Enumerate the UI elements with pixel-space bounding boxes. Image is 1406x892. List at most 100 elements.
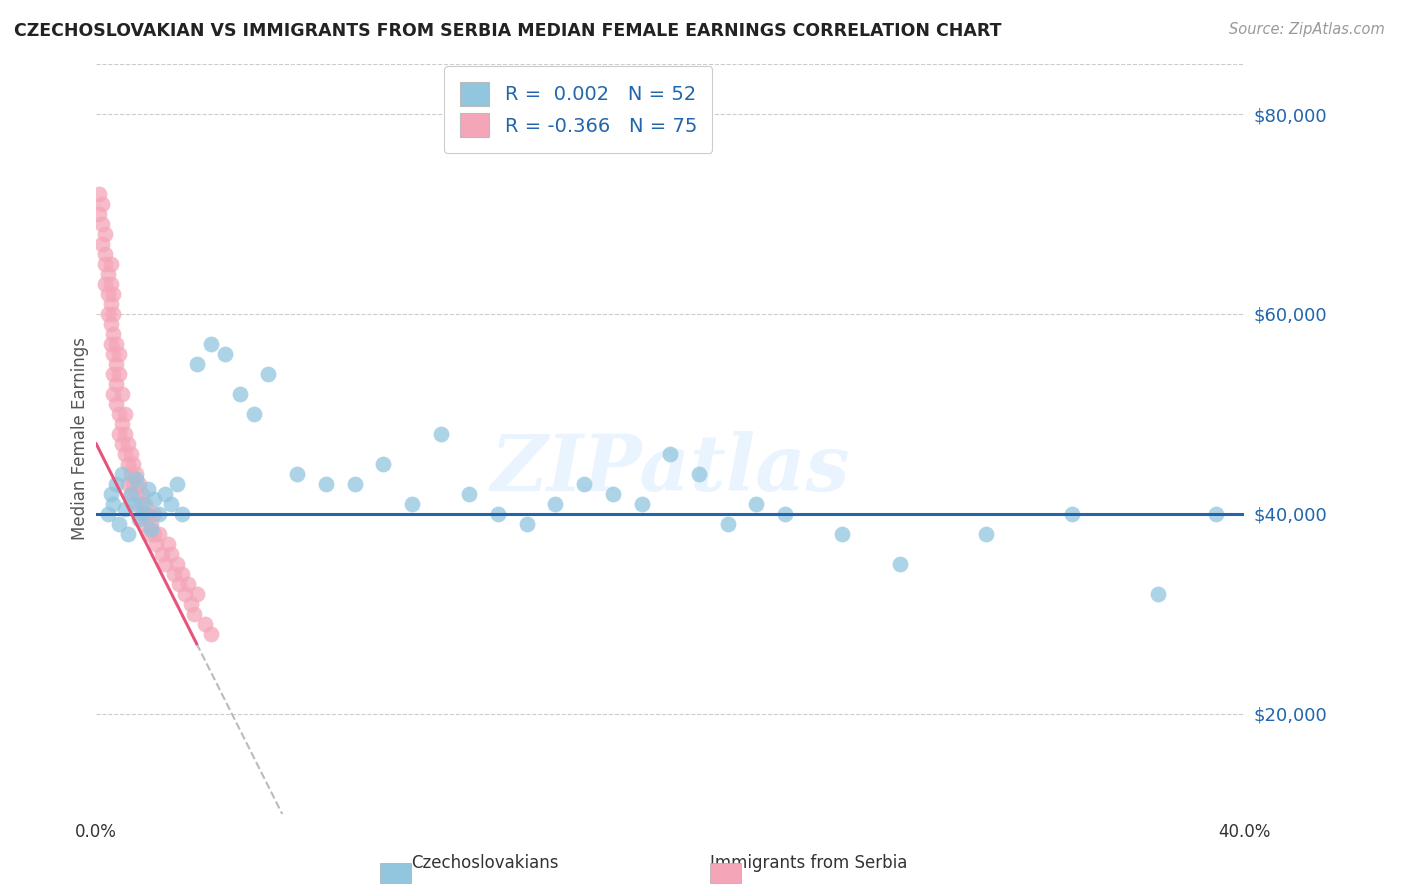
Point — [111, 417, 134, 431]
Point — [128, 512, 150, 526]
Point — [94, 227, 117, 241]
Point — [183, 607, 205, 621]
Point — [200, 626, 222, 640]
Point — [214, 347, 236, 361]
Point — [105, 397, 128, 411]
Point — [125, 487, 148, 501]
Point — [120, 447, 142, 461]
Point — [172, 507, 194, 521]
Point — [128, 476, 150, 491]
Point — [90, 236, 112, 251]
Point — [103, 287, 125, 301]
Point — [103, 307, 125, 321]
Point — [688, 467, 710, 481]
Point — [602, 487, 624, 501]
Point — [889, 557, 911, 571]
Point — [114, 447, 136, 461]
Point — [111, 467, 134, 481]
Text: CZECHOSLOVAKIAN VS IMMIGRANTS FROM SERBIA MEDIAN FEMALE EARNINGS CORRELATION CHA: CZECHOSLOVAKIAN VS IMMIGRANTS FROM SERBI… — [14, 22, 1001, 40]
Point — [103, 387, 125, 401]
Point — [117, 526, 139, 541]
Point — [177, 576, 200, 591]
Point — [100, 277, 122, 291]
Point — [120, 487, 142, 501]
Point — [172, 566, 194, 581]
Point — [108, 367, 131, 381]
Point — [131, 497, 153, 511]
Point — [1205, 507, 1227, 521]
Point — [131, 487, 153, 501]
Point — [544, 497, 567, 511]
Point — [117, 457, 139, 471]
Point — [717, 516, 740, 531]
Point — [100, 297, 122, 311]
Point — [87, 186, 110, 201]
Point — [122, 497, 145, 511]
Point — [315, 476, 337, 491]
Point — [97, 287, 120, 301]
Point — [142, 507, 165, 521]
Point — [122, 476, 145, 491]
Point — [148, 507, 170, 521]
Text: Immigrants from Serbia: Immigrants from Serbia — [710, 855, 907, 872]
Point — [120, 467, 142, 481]
Point — [100, 337, 122, 351]
Point — [90, 197, 112, 211]
Point — [111, 437, 134, 451]
Point — [103, 367, 125, 381]
Text: ZIPatlas: ZIPatlas — [491, 431, 849, 507]
Point — [90, 217, 112, 231]
Point — [163, 566, 186, 581]
Point — [974, 526, 997, 541]
Point — [105, 357, 128, 371]
Point — [114, 407, 136, 421]
Point — [103, 326, 125, 341]
Point — [108, 347, 131, 361]
Point — [1060, 507, 1083, 521]
Point — [142, 491, 165, 506]
Point — [100, 487, 122, 501]
Point — [145, 537, 167, 551]
Point — [105, 376, 128, 391]
Point — [117, 476, 139, 491]
Point — [111, 387, 134, 401]
Point — [97, 507, 120, 521]
Point — [134, 507, 156, 521]
Point — [166, 476, 188, 491]
Text: Source: ZipAtlas.com: Source: ZipAtlas.com — [1229, 22, 1385, 37]
Point — [117, 437, 139, 451]
Point — [108, 426, 131, 441]
Point — [142, 526, 165, 541]
Text: Czechoslovakians: Czechoslovakians — [412, 855, 558, 872]
Point — [200, 337, 222, 351]
Point — [136, 482, 159, 496]
Point — [105, 337, 128, 351]
Point — [194, 616, 217, 631]
Point — [243, 407, 266, 421]
Point — [87, 207, 110, 221]
Point — [97, 307, 120, 321]
Point — [228, 387, 250, 401]
Point — [100, 257, 122, 271]
Point — [114, 501, 136, 516]
Point — [159, 497, 181, 511]
Point — [373, 457, 395, 471]
Point — [108, 407, 131, 421]
Point — [114, 426, 136, 441]
Point — [166, 557, 188, 571]
Point — [343, 476, 366, 491]
Point — [156, 537, 179, 551]
Point — [429, 426, 451, 441]
Point — [169, 576, 191, 591]
Point — [128, 497, 150, 511]
Y-axis label: Median Female Earnings: Median Female Earnings — [72, 337, 89, 541]
Point — [285, 467, 308, 481]
Point — [159, 547, 181, 561]
Point — [174, 587, 197, 601]
Point — [97, 267, 120, 281]
Point — [103, 497, 125, 511]
Point — [108, 516, 131, 531]
Point — [486, 507, 509, 521]
Point — [134, 497, 156, 511]
Legend: R =  0.002   N = 52, R = -0.366   N = 75: R = 0.002 N = 52, R = -0.366 N = 75 — [444, 66, 713, 153]
